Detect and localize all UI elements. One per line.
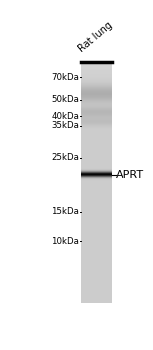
Text: Rat lung: Rat lung	[77, 20, 115, 54]
Text: 10kDa: 10kDa	[51, 237, 79, 246]
Text: 35kDa: 35kDa	[51, 121, 79, 130]
Text: 25kDa: 25kDa	[51, 153, 79, 162]
Text: 15kDa: 15kDa	[51, 207, 79, 216]
Text: 70kDa: 70kDa	[51, 72, 79, 82]
Text: APRT: APRT	[116, 170, 144, 180]
Text: 50kDa: 50kDa	[51, 96, 79, 104]
Text: 40kDa: 40kDa	[51, 112, 79, 121]
